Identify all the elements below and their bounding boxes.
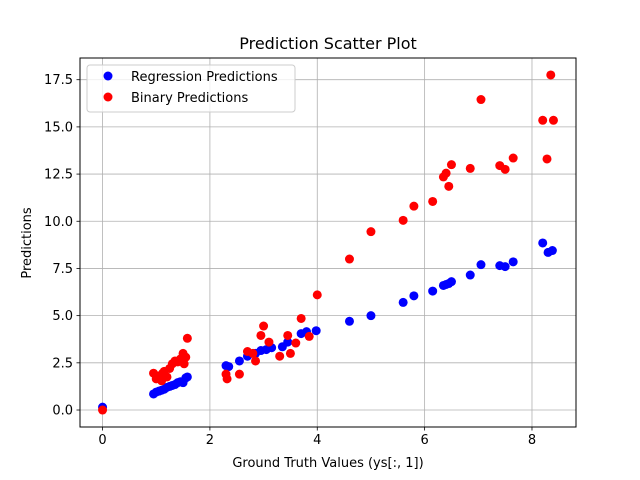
binary-point	[508, 153, 518, 163]
binary-point	[234, 369, 244, 379]
binary-point	[296, 313, 306, 323]
legend-label-binary: Binary Predictions	[131, 91, 248, 106]
binary-point	[542, 154, 552, 164]
binary-point	[304, 331, 314, 341]
y-tick-label: 2.5	[52, 356, 73, 371]
regression-point	[311, 326, 321, 336]
regression-point	[398, 297, 408, 307]
regression-point	[428, 286, 438, 296]
binary-point	[344, 254, 354, 264]
regression-point	[500, 262, 510, 272]
binary-point	[285, 348, 295, 358]
y-tick-label: 15.0	[44, 120, 73, 135]
regression-point	[283, 337, 293, 347]
binary-point	[548, 115, 558, 125]
binary-point	[465, 163, 475, 173]
y-axis-label: Predictions	[20, 207, 35, 279]
regression-point	[465, 270, 475, 280]
binary-point	[182, 333, 192, 343]
binary-point	[500, 164, 510, 174]
x-tick-label: 6	[420, 433, 428, 448]
binary-point	[275, 351, 285, 361]
chart-title: Prediction Scatter Plot	[239, 34, 417, 53]
y-tick-label: 12.5	[44, 168, 73, 183]
binary-point	[98, 405, 108, 415]
regression-point	[446, 277, 456, 287]
grid-lines	[80, 58, 576, 427]
binary-point	[222, 374, 232, 384]
data-points	[98, 70, 558, 415]
binary-point	[259, 321, 269, 331]
plot-frame	[79, 57, 577, 428]
x-tick-label: 8	[528, 433, 536, 448]
regression-point	[224, 362, 234, 372]
regression-point	[409, 291, 419, 301]
binary-point	[441, 168, 451, 178]
binary-point	[312, 290, 322, 300]
legend-marker-binary	[103, 92, 113, 102]
binary-point	[181, 352, 191, 362]
y-tick-label: 17.5	[44, 73, 73, 88]
binary-point	[398, 215, 408, 225]
x-axis-label: Ground Truth Values (ys[:, 1])	[232, 456, 423, 471]
regression-point	[547, 246, 557, 256]
legend-marker-regression	[103, 71, 113, 81]
y-tick-label: 10.0	[44, 215, 73, 230]
binary-point	[546, 70, 556, 80]
legend-box	[86, 64, 296, 113]
binary-point	[256, 330, 266, 340]
regression-point	[476, 260, 486, 270]
binary-point	[476, 95, 486, 105]
regression-point	[538, 238, 548, 248]
y-tick-label: 7.5	[52, 262, 73, 277]
binary-point	[366, 227, 376, 237]
binary-point	[409, 201, 419, 211]
legend-label-regression: Regression Predictions	[131, 70, 278, 85]
x-tick-label: 4	[313, 433, 321, 448]
x-tick-label: 2	[206, 433, 214, 448]
legend: Regression Predictions Binary Prediction…	[86, 64, 296, 113]
binary-point	[283, 330, 293, 340]
regression-point	[366, 311, 376, 321]
y-tick-label: 5.0	[52, 309, 73, 324]
regression-point	[508, 257, 518, 267]
regression-point	[344, 316, 354, 326]
binary-point	[264, 337, 274, 347]
binary-point	[446, 160, 456, 170]
regression-point	[182, 372, 192, 382]
binary-point	[538, 115, 548, 125]
binary-point	[428, 196, 438, 206]
x-tick-label: 0	[98, 433, 106, 448]
binary-point	[248, 348, 258, 358]
binary-point	[444, 181, 454, 191]
binary-point	[251, 356, 261, 366]
y-tick-label: 0.0	[52, 404, 73, 419]
axis-ticks: 0 2 4 6 8 0.0 2.5 5.0 7.5 10.0 12.5 15.0 17.5	[44, 73, 536, 448]
binary-point	[162, 372, 172, 382]
binary-point	[291, 338, 301, 348]
regression-point	[234, 356, 244, 366]
